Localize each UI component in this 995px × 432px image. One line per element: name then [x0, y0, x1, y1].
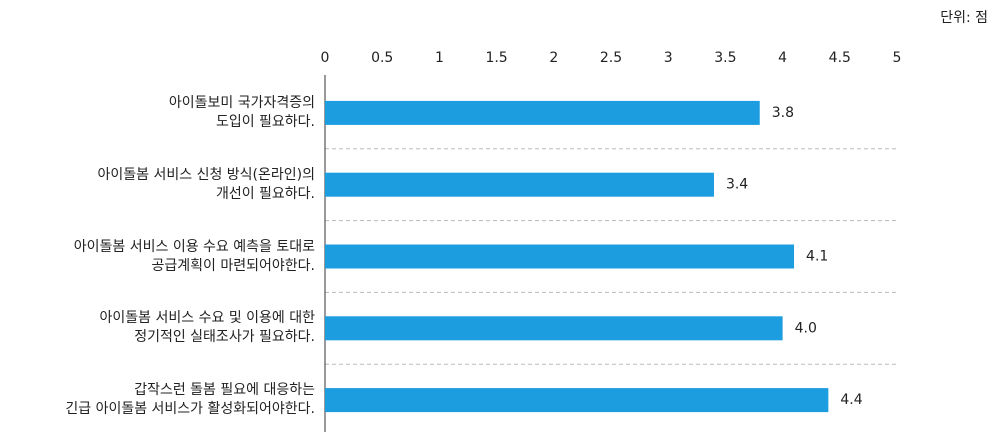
- x-tick-label: 3.5: [714, 50, 736, 66]
- category-label: 아이돌보미 국가자격증의 도입이 필요하다.: [168, 94, 315, 130]
- value-label: 4.1: [806, 249, 828, 265]
- x-tick-label: 0: [321, 50, 330, 66]
- unit-label: 단위: 점: [940, 10, 988, 26]
- x-tick-label: 1.5: [485, 50, 507, 66]
- value-label: 4.0: [795, 320, 817, 336]
- x-tick-label: 2.5: [600, 50, 622, 66]
- x-tick-label: 4.5: [829, 50, 851, 66]
- bar: [325, 244, 795, 269]
- category-label: 아이돌봄 서비스 이용 수요 예측을 토대로 공급계획이 마련되어야한다.: [73, 238, 315, 274]
- bar: [325, 388, 829, 413]
- x-tick-label: 2: [549, 50, 558, 66]
- category-label: 아이돌봄 서비스 수요 및 이용에 대한 정기적인 실태조사가 필요하다.: [99, 310, 315, 346]
- category-label: 아이돌봄 서비스 신청 방식(온라인)의 개선이 필요하다.: [97, 166, 315, 202]
- bar: [325, 100, 760, 125]
- x-tick-label: 3: [664, 50, 673, 66]
- x-tick-label: 1: [435, 50, 444, 66]
- x-tick-label: 5: [893, 50, 902, 66]
- value-label: 4.4: [840, 392, 862, 408]
- category-label: 갑작스런 돌봄 필요에 대응하는 긴급 아이돌봄 서비스가 활성화되어야한다.: [65, 382, 315, 418]
- bar: [325, 172, 714, 197]
- value-label: 3.8: [772, 105, 794, 121]
- value-label: 3.4: [726, 177, 748, 193]
- x-tick-label: 0.5: [371, 50, 393, 66]
- bar: [325, 316, 783, 341]
- x-tick-label: 4: [778, 50, 787, 66]
